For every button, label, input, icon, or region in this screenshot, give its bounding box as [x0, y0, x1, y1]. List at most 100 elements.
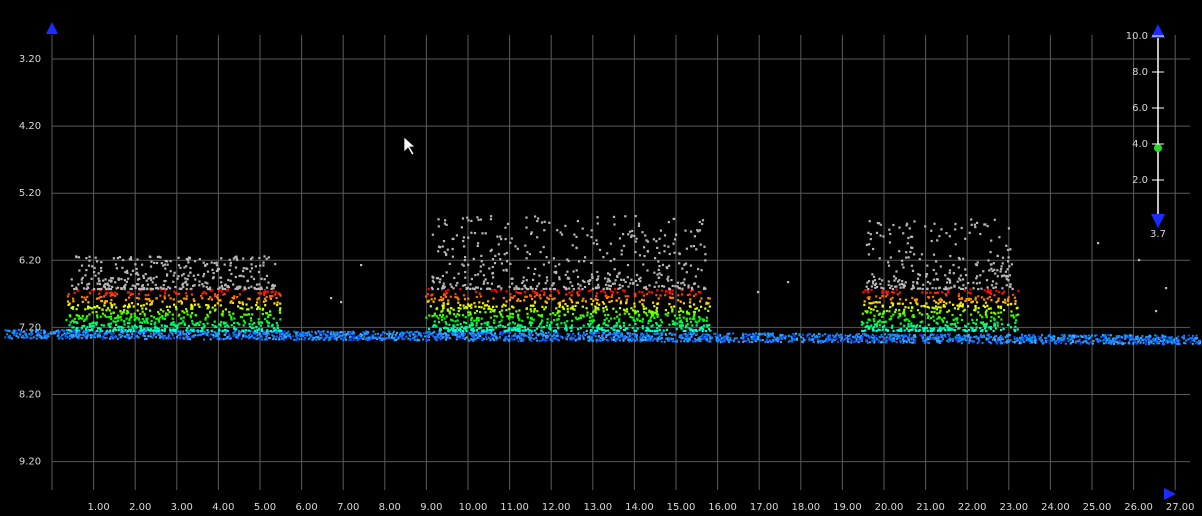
point	[562, 307, 564, 309]
point	[893, 340, 895, 342]
point	[616, 324, 618, 326]
point	[570, 307, 572, 309]
point	[117, 257, 119, 259]
point	[1084, 337, 1086, 339]
point	[845, 335, 847, 337]
point	[643, 287, 645, 289]
point	[82, 315, 84, 317]
point	[668, 265, 670, 267]
point	[536, 340, 538, 342]
point	[449, 263, 451, 265]
point	[626, 299, 628, 301]
point	[104, 286, 106, 288]
point	[956, 335, 958, 337]
point	[432, 234, 434, 236]
point	[616, 292, 618, 294]
point	[707, 326, 709, 328]
point	[27, 336, 29, 338]
point	[555, 271, 557, 273]
point	[445, 333, 447, 335]
point	[478, 337, 480, 339]
point	[186, 310, 188, 312]
point	[247, 330, 249, 332]
point	[254, 288, 256, 290]
point	[36, 335, 38, 337]
point	[115, 263, 117, 265]
point	[671, 308, 673, 310]
point	[557, 310, 559, 312]
point	[95, 324, 97, 326]
point	[683, 264, 685, 266]
point	[498, 321, 500, 323]
point	[67, 300, 69, 302]
point	[263, 255, 265, 257]
point	[779, 335, 781, 337]
point	[132, 285, 134, 287]
point	[427, 300, 429, 302]
point	[106, 300, 108, 302]
point	[703, 246, 705, 248]
point	[99, 296, 101, 298]
point	[71, 320, 73, 322]
point	[75, 288, 77, 290]
point	[476, 329, 478, 331]
point	[982, 342, 984, 344]
point	[691, 324, 693, 326]
point	[1103, 342, 1105, 344]
point	[11, 332, 13, 334]
point	[628, 324, 630, 326]
point	[512, 316, 514, 318]
point	[755, 340, 757, 342]
point	[606, 308, 608, 310]
point	[510, 296, 512, 298]
point	[1124, 342, 1126, 344]
point	[1149, 335, 1151, 337]
point	[730, 339, 732, 341]
point	[229, 259, 231, 261]
point	[82, 334, 84, 336]
point	[160, 286, 162, 288]
point	[166, 260, 168, 262]
point	[499, 258, 501, 260]
point	[492, 329, 494, 331]
point	[529, 334, 531, 336]
point	[261, 328, 263, 330]
point	[481, 232, 483, 234]
point	[627, 295, 629, 297]
point	[208, 306, 210, 308]
point	[250, 286, 252, 288]
point	[181, 284, 183, 286]
point	[579, 285, 581, 287]
point	[1190, 341, 1192, 343]
point	[1187, 339, 1189, 341]
point	[486, 338, 488, 340]
point	[144, 335, 146, 337]
point	[506, 252, 508, 254]
point	[636, 340, 638, 342]
point	[476, 296, 478, 298]
point	[452, 334, 454, 336]
point	[551, 339, 553, 341]
point	[155, 318, 157, 320]
point	[115, 336, 117, 338]
point	[583, 332, 585, 334]
point	[643, 305, 645, 307]
point	[425, 317, 427, 319]
point	[286, 334, 288, 336]
point	[295, 335, 297, 337]
point	[120, 288, 122, 290]
point	[83, 297, 85, 299]
point	[1070, 343, 1072, 345]
point	[619, 272, 621, 274]
point	[1081, 336, 1083, 338]
point	[493, 322, 495, 324]
point	[505, 305, 507, 307]
point	[78, 315, 80, 317]
point	[164, 325, 166, 327]
point	[205, 304, 207, 306]
point	[139, 325, 141, 327]
point	[541, 306, 543, 308]
point	[634, 320, 636, 322]
point	[103, 325, 105, 327]
point	[193, 300, 195, 302]
